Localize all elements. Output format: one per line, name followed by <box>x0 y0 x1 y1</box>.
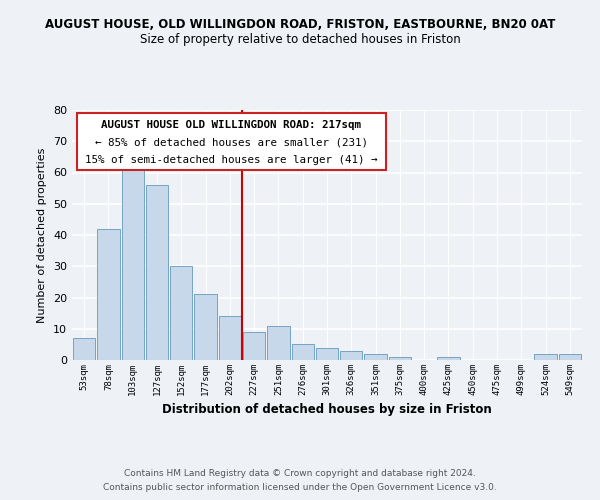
Text: Size of property relative to detached houses in Friston: Size of property relative to detached ho… <box>140 32 460 46</box>
Bar <box>170 266 193 360</box>
Y-axis label: Number of detached properties: Number of detached properties <box>37 148 47 322</box>
Bar <box>122 163 144 360</box>
Bar <box>389 357 411 360</box>
Bar <box>97 229 119 360</box>
Text: Contains public sector information licensed under the Open Government Licence v3: Contains public sector information licen… <box>103 484 497 492</box>
Bar <box>73 338 95 360</box>
Text: ← 85% of detached houses are smaller (231): ← 85% of detached houses are smaller (23… <box>95 138 368 147</box>
Bar <box>243 332 265 360</box>
Text: Contains HM Land Registry data © Crown copyright and database right 2024.: Contains HM Land Registry data © Crown c… <box>124 468 476 477</box>
Bar <box>146 185 168 360</box>
Text: AUGUST HOUSE, OLD WILLINGDON ROAD, FRISTON, EASTBOURNE, BN20 0AT: AUGUST HOUSE, OLD WILLINGDON ROAD, FRIST… <box>45 18 555 30</box>
Text: AUGUST HOUSE OLD WILLINGDON ROAD: 217sqm: AUGUST HOUSE OLD WILLINGDON ROAD: 217sqm <box>101 120 361 130</box>
Bar <box>535 354 557 360</box>
FancyBboxPatch shape <box>77 112 386 170</box>
Bar <box>292 344 314 360</box>
Bar <box>218 316 241 360</box>
Text: 15% of semi-detached houses are larger (41) →: 15% of semi-detached houses are larger (… <box>85 155 377 165</box>
X-axis label: Distribution of detached houses by size in Friston: Distribution of detached houses by size … <box>162 404 492 416</box>
Bar <box>316 348 338 360</box>
Bar <box>437 357 460 360</box>
Bar <box>340 350 362 360</box>
Bar <box>194 294 217 360</box>
Bar <box>559 354 581 360</box>
Bar <box>267 326 290 360</box>
Bar <box>364 354 387 360</box>
